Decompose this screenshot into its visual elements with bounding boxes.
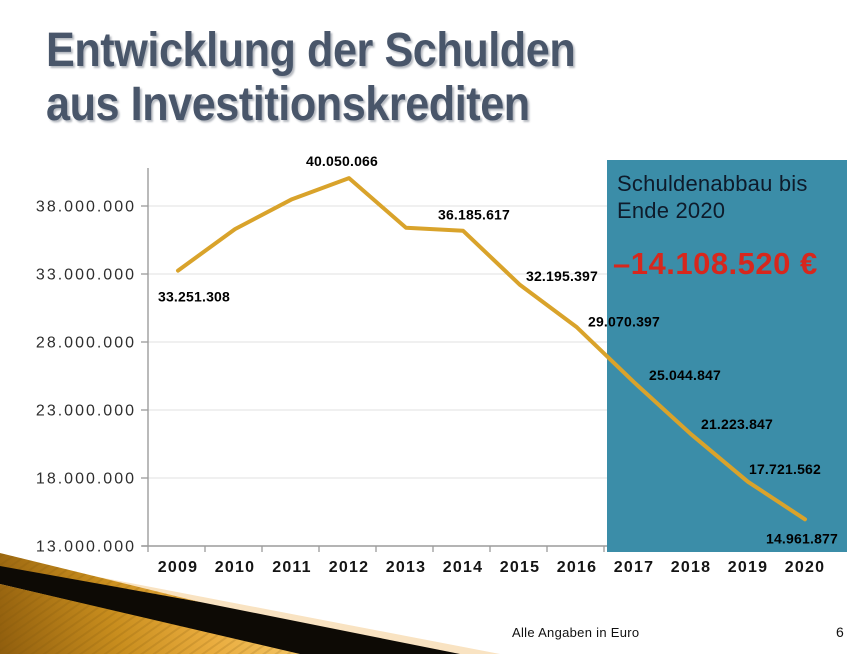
y-axis-label: 23.000.000 [36, 403, 136, 420]
data-label: 32.195.397 [526, 268, 598, 284]
x-axis-label: 2012 [329, 559, 369, 576]
callout-heading-line-2: Ende 2020 [617, 198, 726, 223]
data-label: 40.050.066 [306, 153, 378, 169]
y-axis-label: 28.000.000 [36, 335, 136, 352]
page-number: 6 [836, 624, 844, 640]
callout-heading: Schuldenabbau bis Ende 2020 [617, 170, 837, 224]
peach-wedge [0, 558, 500, 654]
x-axis-label: 2015 [500, 559, 540, 576]
x-axis-label: 2014 [443, 559, 483, 576]
gold-sliver [0, 553, 200, 602]
x-axis-label: 2016 [557, 559, 597, 576]
x-axis-label: 2019 [728, 559, 768, 576]
x-axis-label: 2010 [215, 559, 255, 576]
data-label: 33.251.308 [158, 289, 230, 305]
slide-title: Entwicklung der Schulden aus Investition… [46, 24, 576, 132]
y-axis-label: 38.000.000 [36, 199, 136, 216]
x-axis-label: 2013 [386, 559, 426, 576]
title-line-1: Entwicklung der Schulden [46, 24, 576, 77]
x-axis-label: 2018 [671, 559, 711, 576]
x-axis-label: 2020 [785, 559, 825, 576]
gold-sliver-texture [0, 553, 200, 602]
y-axis-label: 13.000.000 [36, 539, 136, 556]
x-axis-label: 2011 [272, 559, 312, 576]
callout-heading-line-1: Schuldenabbau bis [617, 171, 808, 196]
callout-box: Schuldenabbau bis Ende 2020 –14.108.520 … [607, 160, 847, 552]
gold-wedge-texture [0, 584, 300, 654]
footer-note: Alle Angaben in Euro [512, 625, 640, 640]
black-band [0, 562, 460, 654]
gold-wedge [0, 584, 300, 654]
y-axis-label: 18.000.000 [36, 471, 136, 488]
title-line-2: aus Investitionskrediten [46, 78, 530, 131]
callout-amount: –14.108.520 € [613, 246, 818, 281]
y-axis-label: 33.000.000 [36, 267, 136, 284]
x-axis-label: 2017 [614, 559, 654, 576]
data-label: 36.185.617 [438, 207, 510, 223]
x-axis-label: 2009 [158, 559, 198, 576]
